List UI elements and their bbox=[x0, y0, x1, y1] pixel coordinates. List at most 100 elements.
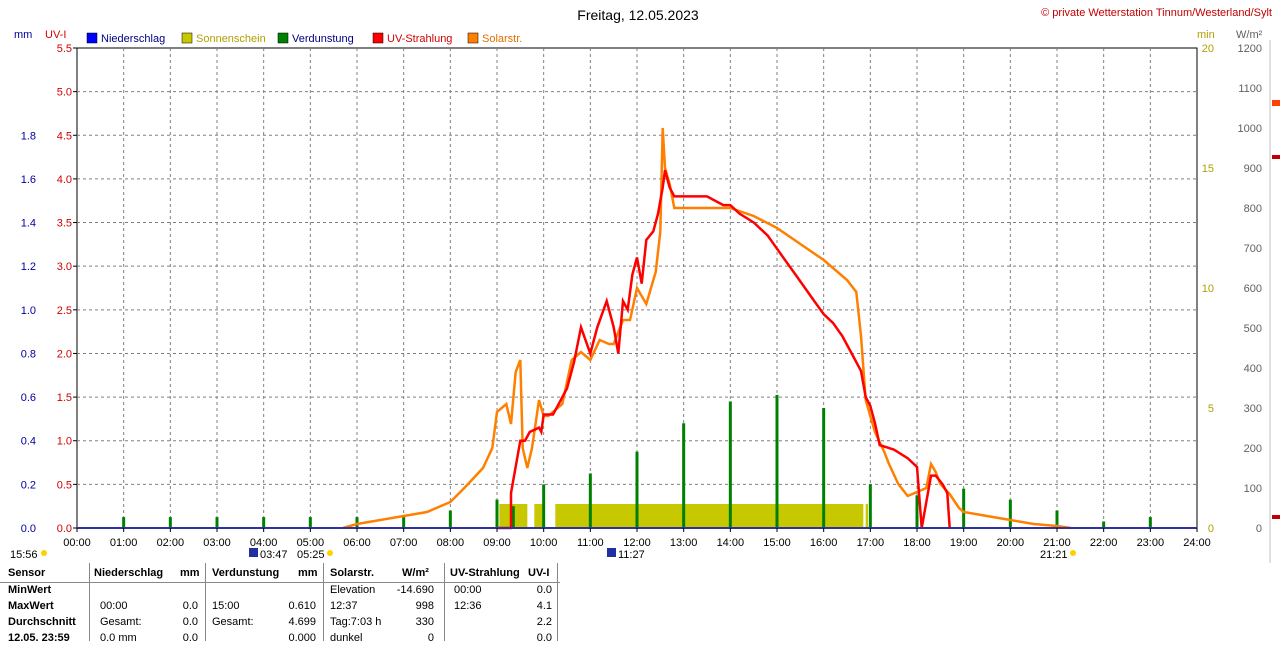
table-cell-so-val: 330 bbox=[415, 616, 434, 628]
table-cell-uv-time: 00:00 bbox=[454, 584, 482, 596]
legend-label: Solarstr. bbox=[482, 33, 522, 45]
legend-swatch bbox=[181, 32, 193, 44]
y-tick-uvi: 4.0 bbox=[57, 174, 72, 186]
table-cell-so-val: 998 bbox=[415, 600, 434, 612]
header-niederschlag: Niederschlag bbox=[94, 567, 164, 579]
y-tick-mm: 1.6 bbox=[21, 174, 36, 186]
table-cell-uv-time: 12:36 bbox=[454, 600, 482, 612]
y-tick-mm: 1.0 bbox=[21, 305, 36, 317]
y-tick-mm: 1.4 bbox=[21, 218, 36, 230]
y-tick-min: 15 bbox=[1202, 163, 1214, 175]
table-cell-vd-val: 0.610 bbox=[288, 600, 316, 612]
evaporation-bar bbox=[915, 495, 919, 528]
evaporation-bar bbox=[448, 510, 452, 528]
x-tick-label: 18:00 bbox=[903, 537, 931, 549]
x-tick-label: 09:00 bbox=[483, 537, 511, 549]
y-tick-uvi: 3.0 bbox=[57, 261, 72, 273]
legend-swatch bbox=[372, 32, 384, 44]
y-tick-wm2: 0 bbox=[1256, 523, 1262, 535]
x-tick-label: 10:00 bbox=[530, 537, 558, 549]
y-tick-uvi: 4.5 bbox=[57, 130, 72, 142]
sun-icon bbox=[41, 550, 47, 556]
right-edge-decoration bbox=[1269, 40, 1280, 563]
table-cell-so-val: 0 bbox=[427, 632, 434, 644]
evaporation-bar bbox=[168, 517, 172, 528]
sun-markers: 15:56 03:47 05:25 11:27 21:21 bbox=[10, 548, 1076, 561]
x-tick-label: 07:00 bbox=[390, 537, 418, 549]
evaporation-bar bbox=[355, 517, 359, 528]
axis-label-uvi: UV-I bbox=[45, 29, 66, 41]
table-cell-vd-time: Gesamt: bbox=[212, 616, 254, 628]
x-tick-label: 04:00 bbox=[250, 537, 278, 549]
table-divider bbox=[323, 563, 324, 641]
evaporation-bar bbox=[1148, 517, 1152, 528]
grid bbox=[77, 48, 1197, 528]
x-tick-label: 21:00 bbox=[1043, 537, 1071, 549]
y-tick-wm2: 800 bbox=[1244, 203, 1262, 215]
x-tick-label: 03:00 bbox=[203, 537, 231, 549]
evaporation-bar bbox=[122, 517, 126, 528]
table-cell-vd-val: 0.000 bbox=[288, 632, 316, 644]
y-tick-min: 0 bbox=[1208, 523, 1214, 535]
table-cell-ns-time: 0.0 mm bbox=[100, 632, 137, 644]
table-cell-uv-val: 0.0 bbox=[536, 632, 552, 644]
x-tick-label: 05:00 bbox=[297, 537, 325, 549]
table-cell-ns-val: 0.0 bbox=[182, 632, 198, 644]
y-tick-wm2: 100 bbox=[1244, 483, 1262, 495]
x-tick-label: 01:00 bbox=[110, 537, 138, 549]
header-solar: Solarstr. bbox=[330, 567, 375, 579]
y-tick-wm2: 200 bbox=[1244, 443, 1262, 455]
table-cell-so-key: Elevation bbox=[330, 584, 376, 596]
y-tick-min: 10 bbox=[1202, 283, 1214, 295]
evaporation-bar bbox=[868, 484, 872, 528]
header-solar-unit: W/m² bbox=[402, 567, 429, 579]
x-tick-label: 24:00 bbox=[1183, 537, 1211, 549]
marker-sunrise-twilight: 03:47 bbox=[260, 549, 288, 561]
y-tick-wm2: 900 bbox=[1244, 163, 1262, 175]
table-cell-uv-val: 2.2 bbox=[536, 616, 552, 628]
marker-noon: 11:27 bbox=[618, 549, 645, 561]
y-tick-min: 20 bbox=[1202, 43, 1214, 55]
y-tick-uvi: 2.5 bbox=[57, 305, 72, 317]
table-divider bbox=[205, 563, 206, 641]
y-tick-mm: 0.0 bbox=[21, 523, 36, 535]
table-cell-so-val: -14.690 bbox=[396, 584, 434, 596]
y-tick-uvi: 2.0 bbox=[57, 348, 72, 360]
header-verdunstung: Verdunstung bbox=[212, 567, 280, 579]
axis-label-min: min bbox=[1197, 29, 1215, 41]
weather-chart: Freitag, 12.05.2023 © private Wetterstat… bbox=[10, 7, 1280, 563]
y-tick-mm: 0.6 bbox=[21, 392, 36, 404]
y-tick-wm2: 400 bbox=[1244, 363, 1262, 375]
x-tick-label: 08:00 bbox=[437, 537, 465, 549]
y-tick-uvi: 5.0 bbox=[57, 87, 72, 99]
chart-title: Freitag, 12.05.2023 bbox=[577, 7, 699, 23]
axis-label-mm: mm bbox=[14, 29, 32, 41]
y-axis-ticks: 0.0 0.2 0.4 0.6 0.8 1.0 1.2 1.4 1.6 1.8 0.0 0.5 1.0 1… bbox=[21, 43, 1262, 535]
table-cell-ns-time: Gesamt: bbox=[100, 616, 142, 628]
evaporation-bar bbox=[588, 473, 592, 528]
evaporation-bar bbox=[775, 394, 779, 528]
legend-label: Verdunstung bbox=[292, 33, 354, 45]
x-tick-label: 06:00 bbox=[343, 537, 371, 549]
legend-label: UV-Strahlung bbox=[387, 33, 452, 45]
table-cell-so-key: dunkel bbox=[330, 632, 363, 644]
evaporation-bar bbox=[822, 408, 826, 528]
table-cell-uv-val: 0.0 bbox=[536, 584, 552, 596]
x-tick-label: 17:00 bbox=[857, 537, 885, 549]
sunshine-bar bbox=[865, 504, 868, 528]
sun-icon bbox=[1070, 550, 1076, 556]
noon-icon bbox=[607, 548, 616, 557]
sunshine-bar bbox=[534, 504, 543, 528]
header-uv: UV-Strahlung bbox=[450, 567, 520, 579]
table-cell-label: MinWert bbox=[8, 584, 52, 596]
table-cell-so-key: Tag:7:03 h bbox=[330, 616, 382, 628]
y-tick-uvi: 1.5 bbox=[57, 392, 72, 404]
header-sensor: Sensor bbox=[8, 567, 46, 579]
x-tick-label: 15:00 bbox=[763, 537, 791, 549]
sunshine-bar bbox=[555, 504, 864, 528]
statistics-table: Sensor Niederschlag mm Verdunstung mm So… bbox=[0, 563, 560, 644]
header-ns-unit: mm bbox=[180, 567, 200, 579]
table-cell-ns-time: 00:00 bbox=[100, 600, 128, 612]
evaporation-bar bbox=[1008, 499, 1012, 528]
table-cell-ns-val: 0.0 bbox=[182, 600, 198, 612]
